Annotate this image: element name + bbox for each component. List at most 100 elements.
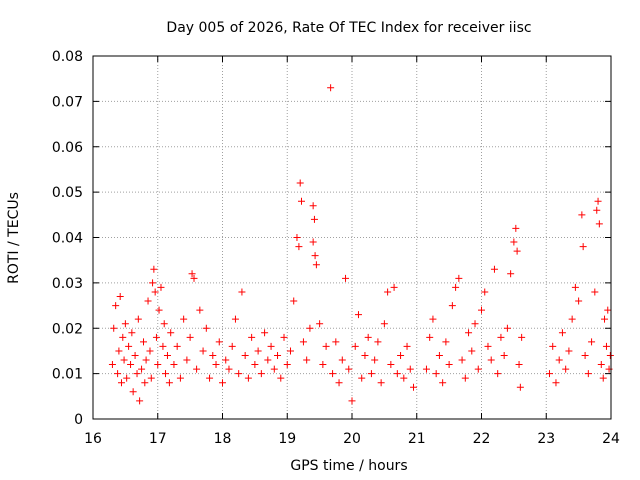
data-point [390, 283, 398, 291]
data-point [149, 279, 157, 287]
plot-frame [92, 55, 612, 420]
data-point [129, 388, 137, 396]
data-point [117, 379, 125, 387]
data-point [162, 370, 170, 378]
data-point [121, 320, 129, 328]
y-tick-label: 0.07 [52, 94, 83, 110]
data-point [264, 356, 272, 364]
data-point [283, 361, 291, 369]
data-point [159, 342, 167, 350]
data-point [571, 283, 579, 291]
data-point [215, 338, 223, 346]
data-point [512, 224, 520, 232]
data-point [147, 374, 155, 382]
x-axis-label: GPS time / hours [290, 458, 407, 474]
data-point [212, 361, 220, 369]
data-point [458, 356, 466, 364]
chart-title: Day 005 of 2026, Rate Of TEC Index for r… [166, 20, 531, 36]
data-point [120, 356, 128, 364]
data-point [133, 370, 141, 378]
data-point [152, 333, 160, 341]
data-point [150, 265, 158, 273]
data-point [309, 202, 317, 210]
data-point [515, 361, 523, 369]
data-point [127, 361, 135, 369]
data-point [142, 356, 150, 364]
data-point [310, 215, 318, 223]
data-point [115, 347, 123, 355]
data-point [228, 342, 236, 350]
data-point [461, 374, 469, 382]
data-point [455, 274, 463, 282]
data-point [602, 342, 610, 350]
x-tick-label: 22 [473, 431, 491, 447]
data-point [471, 320, 479, 328]
data-point [319, 361, 327, 369]
data-point [183, 356, 191, 364]
x-tick-label: 17 [149, 431, 167, 447]
data-point [309, 238, 317, 246]
data-point [597, 361, 605, 369]
data-point [429, 315, 437, 323]
data-point [348, 397, 356, 405]
y-tick-label: 0 [74, 412, 83, 428]
y-tick-label: 0.04 [52, 231, 83, 247]
data-point [296, 179, 304, 187]
data-point [593, 206, 601, 214]
y-tick-label: 0.08 [52, 49, 83, 65]
data-point [193, 365, 201, 373]
data-point [445, 361, 453, 369]
data-point [277, 374, 285, 382]
y-tick-label: 0.03 [52, 276, 83, 292]
data-point [549, 342, 557, 350]
data-point [138, 365, 146, 373]
x-tick-labels: 16 17 18 19 20 21 22 23 24 [84, 431, 620, 447]
data-point [384, 288, 392, 296]
data-point [293, 234, 301, 241]
data-point [494, 370, 502, 378]
y-tick-labels: 0 0.01 0.02 0.03 0.04 0.05 0.06 0.07 0.08 [52, 49, 83, 428]
data-point [448, 302, 456, 310]
data-point [123, 374, 131, 382]
data-point [299, 338, 307, 346]
data-point [251, 361, 259, 369]
data-point [110, 324, 118, 332]
data-point [513, 247, 521, 255]
x-tick-label: 23 [537, 431, 555, 447]
data-point [435, 351, 443, 359]
data-point [387, 361, 395, 369]
data-point [297, 197, 305, 205]
data-point [422, 365, 430, 373]
data-point [442, 338, 450, 346]
data-point [497, 333, 505, 341]
data-point [510, 238, 518, 246]
data-point [555, 356, 563, 364]
data-point [332, 338, 340, 346]
data-point [190, 274, 198, 282]
data-point [170, 361, 178, 369]
data-point [338, 356, 346, 364]
data-point [465, 329, 473, 337]
data-point [238, 288, 246, 296]
y-tick-label: 0.05 [52, 185, 83, 201]
y-tick-label: 0.02 [52, 321, 83, 337]
data-point [173, 342, 181, 350]
data-points [108, 84, 614, 405]
data-point [397, 351, 405, 359]
data-point [575, 297, 583, 305]
data-point [377, 379, 385, 387]
data-point [270, 365, 278, 373]
data-point [518, 333, 526, 341]
data-point [316, 320, 324, 328]
data-point [167, 329, 175, 337]
data-point [474, 365, 482, 373]
data-point [452, 283, 460, 291]
data-point [500, 351, 508, 359]
data-point [231, 315, 239, 323]
data-point [119, 333, 127, 341]
data-point [552, 379, 560, 387]
data-point [196, 306, 204, 314]
x-tick-label: 24 [602, 431, 620, 447]
data-point [306, 324, 314, 332]
data-point [595, 220, 603, 228]
